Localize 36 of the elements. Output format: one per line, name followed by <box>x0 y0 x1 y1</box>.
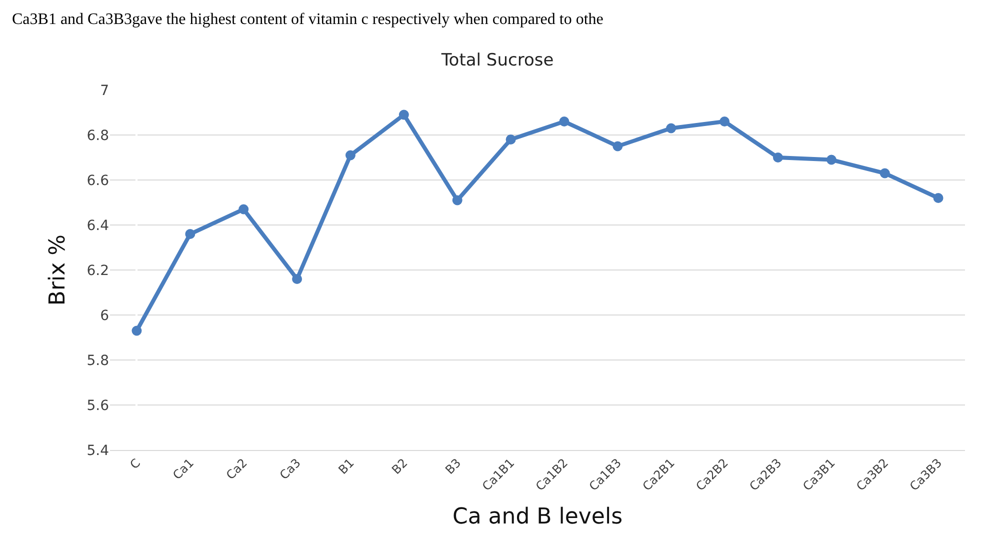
point <box>826 154 836 165</box>
point <box>612 141 623 152</box>
point <box>559 116 570 126</box>
point <box>933 193 944 203</box>
point <box>238 204 249 214</box>
x-axis-title: Ca and B levels <box>452 504 623 530</box>
point <box>772 152 783 162</box>
y-tick-label: 6.2 <box>86 262 109 279</box>
y-axis-title: Brix % <box>46 234 71 306</box>
point <box>720 116 730 126</box>
y-tick-label: 6 <box>100 308 110 324</box>
point <box>398 110 409 120</box>
x-tick-label: C <box>127 456 144 472</box>
chart-title: Total Sucrose <box>440 50 554 70</box>
point <box>292 274 302 284</box>
y-tick-label: 6.4 <box>86 218 110 234</box>
point <box>452 195 462 206</box>
y-tick-label: 6.8 <box>86 128 109 144</box>
point <box>506 134 516 144</box>
text: Ca3B1 and Ca3B3gave the highest content of vitamin c respectively when compared to othe <box>12 11 604 28</box>
y-tick-label: 5.4 <box>86 442 110 459</box>
x-tick-label: Ca3 <box>276 456 304 482</box>
point <box>666 123 676 134</box>
point <box>185 229 196 239</box>
x-tick-label: B3 <box>442 456 464 477</box>
y-tick-label: 5.8 <box>86 352 109 369</box>
y-tick-label: 7 <box>100 82 109 99</box>
point <box>345 150 356 160</box>
x-tick-label: Ca1 <box>170 456 197 482</box>
y-tick-label: 6.6 <box>86 172 110 189</box>
point <box>132 326 142 336</box>
x-tick-label: Ca2 <box>224 456 250 482</box>
x-tick-label: B2 <box>389 456 410 477</box>
x-tick-label: B1 <box>336 456 357 477</box>
point <box>880 168 890 178</box>
y-tick-label: 5.6 <box>86 398 110 414</box>
